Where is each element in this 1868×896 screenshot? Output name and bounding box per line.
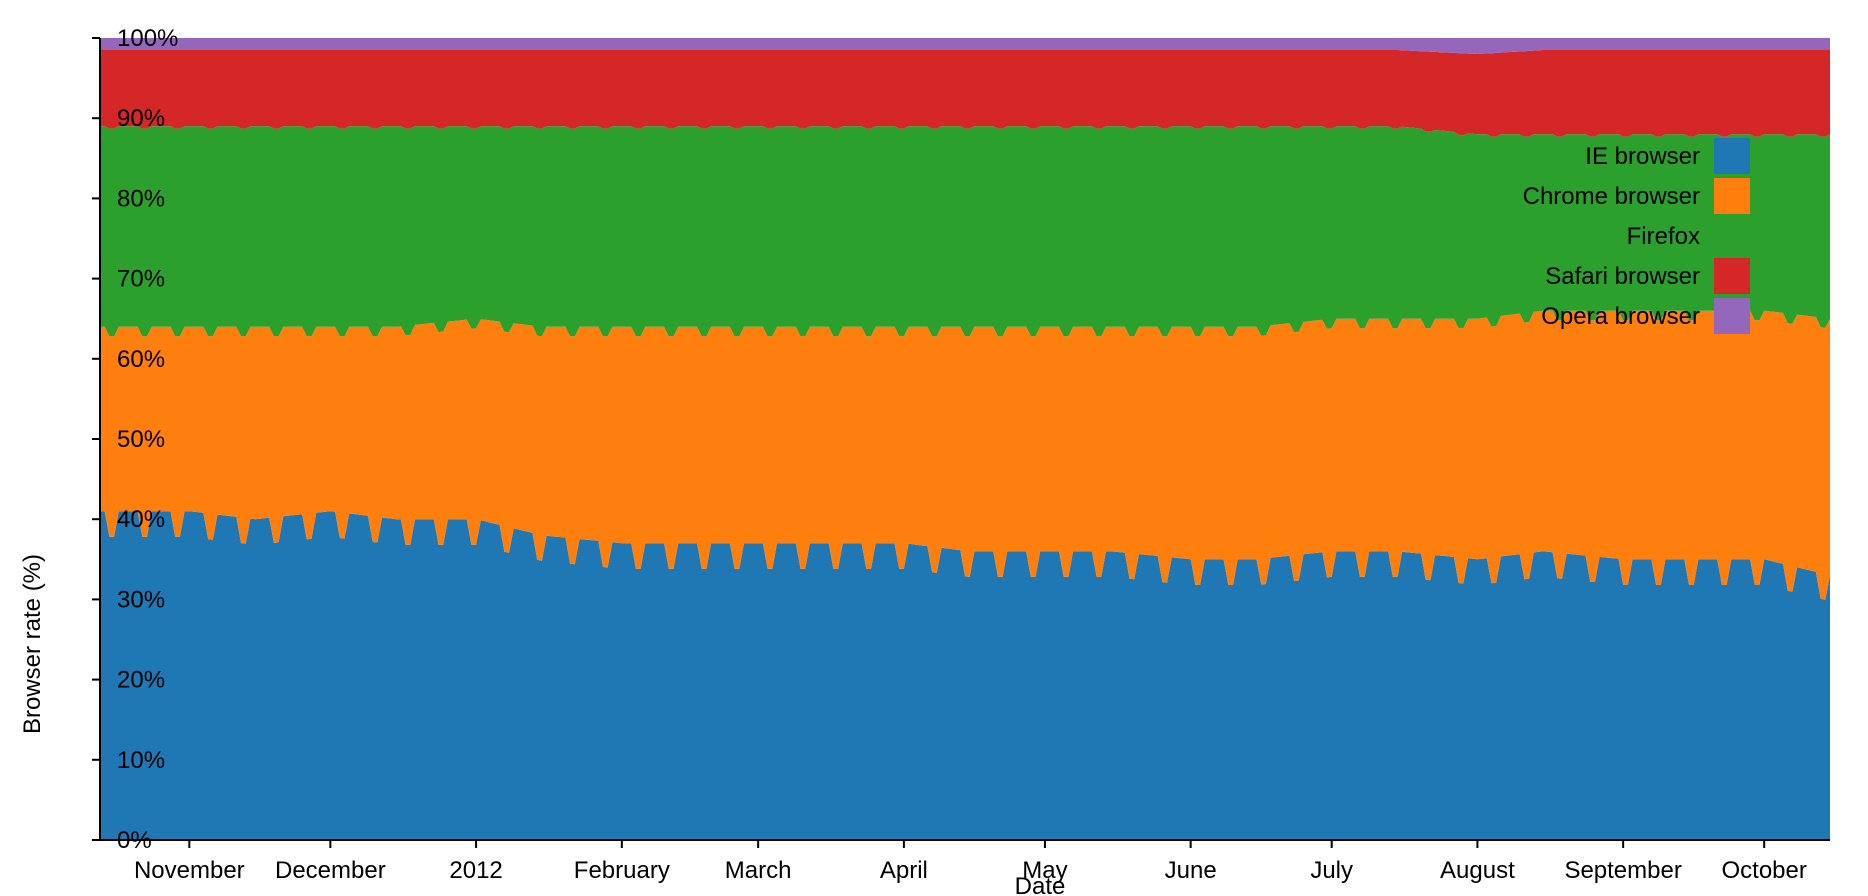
y-tick-label: 60%	[117, 346, 165, 373]
x-tick-label: 2012	[449, 857, 502, 884]
area-firefox	[100, 126, 1830, 337]
x-tick-label: November	[134, 857, 245, 884]
area-safari-browser	[100, 50, 1830, 137]
y-tick-label: 10%	[117, 747, 165, 774]
y-tick-label: 100%	[117, 25, 178, 52]
x-tick-label: April	[880, 857, 928, 884]
area-ie-browser	[100, 511, 1830, 840]
legend-swatch	[1714, 178, 1750, 214]
legend-item: Chrome browser	[1523, 178, 1750, 214]
area-chrome-browser	[100, 310, 1830, 600]
y-tick-label: 50%	[117, 426, 165, 453]
x-tick-label: July	[1310, 857, 1353, 884]
legend-item: Opera browser	[1541, 298, 1750, 334]
x-tick-label: February	[574, 857, 670, 884]
y-tick-label: 20%	[117, 667, 165, 694]
x-tick-label: December	[275, 857, 386, 884]
legend-item: IE browser	[1585, 138, 1750, 174]
x-tick-label: August	[1440, 857, 1515, 884]
x-tick-label: September	[1564, 857, 1681, 884]
legend-item: Safari browser	[1545, 258, 1750, 294]
x-tick-label: May	[1022, 857, 1067, 884]
series-areas	[100, 38, 1830, 840]
legend-swatch	[1714, 258, 1750, 294]
x-tick-label: March	[725, 857, 792, 884]
x-tick-label: October	[1721, 857, 1806, 884]
y-tick-label: 90%	[117, 105, 165, 132]
y-axis-title: Browser rate (%)	[19, 554, 46, 734]
x-tick-label: June	[1165, 857, 1217, 884]
y-tick-label: 80%	[117, 185, 165, 212]
legend-swatch	[1714, 298, 1750, 334]
legend: IE browser Chrome browser Firefox Safari br…	[1523, 138, 1750, 334]
legend-label: Opera browser	[1541, 303, 1700, 330]
x-axis: November December 2012 February March April Ma…	[100, 839, 1830, 884]
area-opera-browser	[100, 38, 1830, 54]
legend-item: Firefox	[1627, 223, 1700, 250]
y-tick-label: 30%	[117, 586, 165, 613]
legend-label: Safari browser	[1545, 263, 1700, 290]
y-tick-label: 70%	[117, 266, 165, 293]
legend-swatch	[1714, 138, 1750, 174]
legend-label: IE browser	[1585, 143, 1700, 170]
legend-label: Chrome browser	[1523, 183, 1700, 210]
y-tick-label: 40%	[117, 506, 165, 533]
legend-label: Firefox	[1627, 223, 1700, 250]
x-axis-title: Date	[1015, 873, 1066, 896]
